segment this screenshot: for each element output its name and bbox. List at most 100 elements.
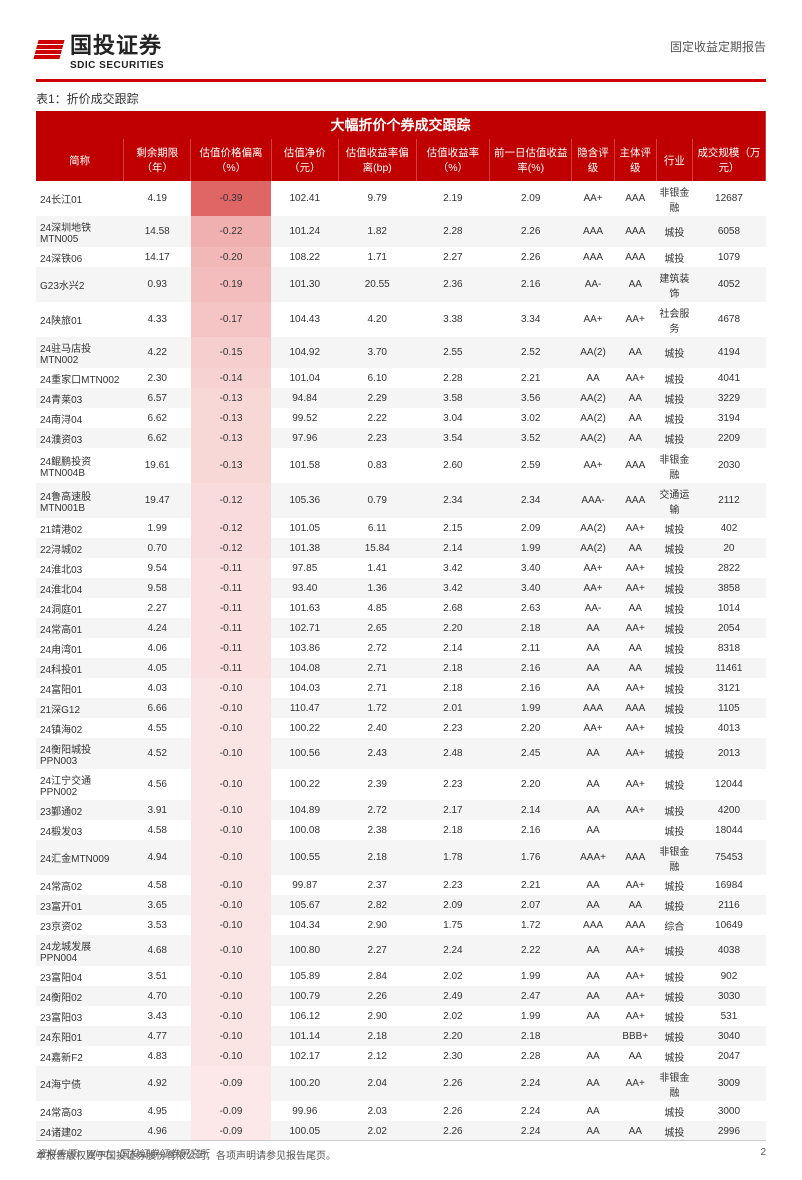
table-cell: 2.23 [416,718,489,738]
table-cell: BBB+ [614,1026,656,1046]
table-row: 24衡阳024.70-0.10100.792.262.492.47AAAA+城投… [36,986,766,1006]
table-cell: 3.54 [416,428,489,448]
table-cell: 城投 [656,1006,692,1026]
table-cell: 2.63 [489,598,571,618]
table-cell: 2.22 [338,408,416,428]
table-cell: 3040 [692,1026,765,1046]
table-cell: 2.18 [489,1026,571,1046]
table-cell: 22浔城02 [36,538,124,558]
table-cell: 3858 [692,578,765,598]
table-cell: -0.10 [191,966,272,986]
table-cell: 97.85 [271,558,338,578]
table-cell: AA [572,966,614,986]
table-cell: 3.02 [489,408,571,428]
table-cell: AA+ [614,769,656,800]
table-cell: 2.60 [416,448,489,483]
table-cell: 24诸建02 [36,1121,124,1141]
table-cell: 104.08 [271,658,338,678]
table-cell: AA- [572,267,614,302]
table-row: 24濮资036.62-0.1397.962.233.543.52AA(2)AA城… [36,428,766,448]
table-cell: 1.99 [489,538,571,558]
table-cell: 2047 [692,1046,765,1066]
column-header: 前一日估值收益率(%) [489,139,571,181]
table-cell: 2.21 [489,368,571,388]
table-cell: 75453 [692,840,765,875]
table-cell: 531 [692,1006,765,1026]
table-cell: 24常高02 [36,875,124,895]
table-cell: 城投 [656,388,692,408]
table-cell: 4.58 [124,820,191,840]
table-cell: 3.04 [416,408,489,428]
table-cell: 24青莱03 [36,388,124,408]
table-cell: 24海宁债 [36,1066,124,1101]
table-row: 23鄞通023.91-0.10104.892.722.172.14AAAA+城投… [36,800,766,820]
table-cell: 24江宁交通PPN002 [36,769,124,800]
table-cell: 3030 [692,986,765,1006]
table-cell: 城投 [656,800,692,820]
table-cell: 3.43 [124,1006,191,1026]
table-cell: 104.92 [271,337,338,368]
table-cell: 2.18 [338,840,416,875]
table-cell: -0.10 [191,718,272,738]
table-cell: 3009 [692,1066,765,1101]
table-cell: 12687 [692,181,765,216]
table-cell: 8318 [692,638,765,658]
table-cell: 2.18 [416,658,489,678]
table-cell: AA [614,638,656,658]
table-cell: 3.53 [124,915,191,935]
table-cell: 1.82 [338,216,416,247]
table-cell: AAA [614,840,656,875]
table-cell: 24深铁06 [36,247,124,267]
table-cell: AA [572,1066,614,1101]
table-row: 23富阳043.51-0.10105.892.842.021.99AAAA+城投… [36,966,766,986]
table-cell: AA [572,1101,614,1121]
table-cell: -0.09 [191,1101,272,1121]
table-cell: 24濮资03 [36,428,124,448]
table-cell: AA+ [572,302,614,337]
table-cell: 2.27 [416,247,489,267]
table-cell: -0.39 [191,181,272,216]
table-row: 24洞庭012.27-0.11101.634.852.682.63AA-AA城投… [36,598,766,618]
table-cell: AA+ [614,935,656,966]
table-cell: 2.29 [338,388,416,408]
table-cell: 2.65 [338,618,416,638]
table-cell: 2.14 [489,800,571,820]
table-cell: 2.12 [338,1046,416,1066]
table-cell: -0.15 [191,337,272,368]
table-cell: 2.01 [416,698,489,718]
table-cell: 4.33 [124,302,191,337]
table-cell: -0.10 [191,769,272,800]
table-cell: 100.20 [271,1066,338,1101]
column-header: 成交规模（万元） [692,139,765,181]
table-row: 24南浔046.62-0.1399.522.223.043.02AA(2)AA城… [36,408,766,428]
table-cell: 2.72 [338,638,416,658]
table-cell: 24龙城发展PPN004 [36,935,124,966]
table-cell: AA [614,1121,656,1141]
table-cell: 2.23 [416,769,489,800]
table-cell: -0.13 [191,448,272,483]
table-cell: 6.57 [124,388,191,408]
table-cell: 0.79 [338,483,416,518]
logo-mark-icon [33,40,64,59]
table-cell: AAA [614,915,656,935]
column-header: 估值收益率偏离(bp) [338,139,416,181]
table-cell: 2.27 [124,598,191,618]
table-cell: AA(2) [572,428,614,448]
table-cell: -0.10 [191,738,272,769]
table-row: 24常高024.58-0.1099.872.372.232.21AAAA+城投1… [36,875,766,895]
table-row: 24鲁高速股MTN001B19.47-0.12105.360.792.342.3… [36,483,766,518]
page-header: 国投证券 SDIC SECURITIES 固定收益定期报告 [36,28,766,71]
table-cell: -0.12 [191,538,272,558]
table-cell: 1.99 [489,1006,571,1026]
table-cell: 2.18 [416,678,489,698]
column-header: 估值价格偏离（%） [191,139,272,181]
table-cell: 4.96 [124,1121,191,1141]
table-row: 24富阳014.03-0.10104.032.712.182.16AAAA+城投… [36,678,766,698]
table-cell: 2.45 [489,738,571,769]
table-cell: 2.28 [416,216,489,247]
table-cell: 0.70 [124,538,191,558]
table-cell: 2.24 [416,935,489,966]
table-cell: AA(2) [572,337,614,368]
table-cell: 104.43 [271,302,338,337]
table-cell: 2.07 [489,895,571,915]
